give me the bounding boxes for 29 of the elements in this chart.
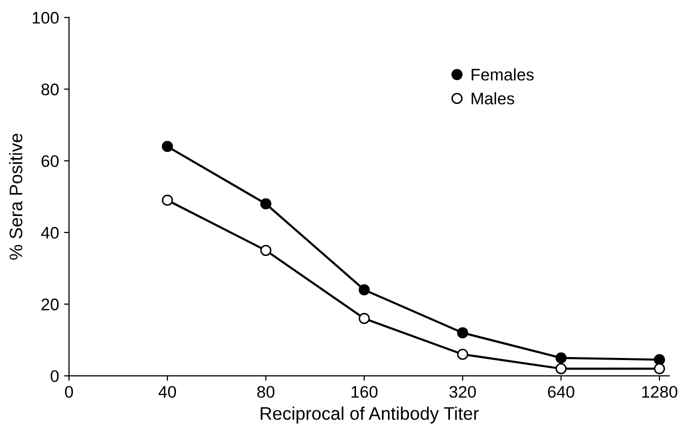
point: [358, 284, 370, 296]
x-axis-title: Reciprocal of Antibody Titer: [260, 406, 479, 424]
point: [654, 354, 666, 366]
legend-label: Males: [472, 92, 514, 104]
x-tick-label: 160: [352, 386, 378, 398]
point: [555, 352, 567, 364]
legend-label: Females: [472, 68, 534, 81]
y-axis-title: % Sera Positive: [9, 134, 22, 260]
point: [457, 327, 468, 338]
y-tick-label: 40: [41, 226, 59, 239]
x-tick-label: 640: [548, 386, 574, 398]
point: [162, 194, 173, 206]
point: [358, 312, 370, 324]
point: [260, 244, 272, 256]
x-tick-label: 40: [158, 386, 176, 398]
x-tick-label: 0: [65, 386, 73, 398]
x-tick-label: 1280: [642, 386, 678, 398]
y-tick-label: 100: [32, 12, 59, 24]
y-tick-label: 60: [42, 155, 59, 168]
point: [260, 198, 272, 210]
y-tick-label: 0: [50, 370, 59, 382]
point: [654, 363, 666, 374]
x-tick-label: 80: [257, 386, 274, 398]
point: [555, 363, 567, 374]
x-tick-label: 320: [449, 386, 476, 398]
y-tick-label: 20: [42, 298, 59, 310]
point: [457, 348, 468, 360]
point: [162, 140, 173, 152]
y-tick-label: 80: [41, 84, 59, 96]
